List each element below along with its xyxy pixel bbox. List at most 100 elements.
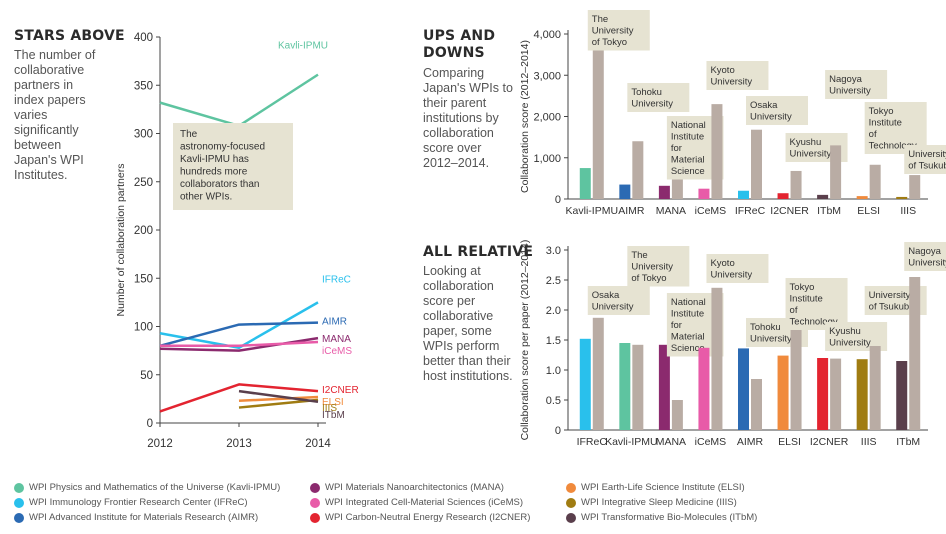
bar-host-elsi	[869, 164, 881, 199]
line-series-i2cner	[159, 383, 319, 413]
bar-chart-y-axis-label: Collaboration score per paper (2012–2014…	[519, 240, 531, 441]
legend-swatch	[14, 497, 24, 508]
bar-category-label: I2CNER	[810, 436, 849, 448]
bar-chart-y-tick-label: 3,000	[533, 70, 561, 82]
legend-swatch	[566, 497, 576, 508]
line-chart-x-tick-label: 2012	[147, 438, 173, 450]
bar-chart-y-tick-label: 0.5	[546, 395, 561, 407]
stars-above-description: The number of collaborative partners in …	[14, 48, 96, 182]
host-label-tohoku-university: Tohoku University	[750, 322, 792, 345]
legend-item-iiis: WPI Integrative Sleep Medicine (IIIS)	[566, 497, 737, 508]
bar-wpi-ifrec	[738, 190, 749, 199]
line-chart-y-tick-label: 150	[134, 273, 153, 285]
line-chart-y-tick-label: 200	[134, 225, 153, 237]
legend-label: WPI Physics and Mathematics of the Unive…	[29, 482, 281, 493]
bar-host-mana	[671, 173, 683, 199]
bar-host-aimr	[632, 141, 644, 199]
line-chart-y-tick-label: 50	[140, 370, 153, 382]
line-series-label-icems: iCeMS	[322, 346, 352, 357]
line-series-label-kavli-ipmu: Kavli-IPMU	[278, 41, 328, 52]
host-label-nagoya-university: Nagoya University	[829, 74, 871, 97]
line-chart-y-tick-label: 100	[134, 322, 153, 334]
bar-chart-y-tick-label: 3.0	[546, 245, 561, 257]
legend-item-mana: WPI Materials Nanoarchitectonics (MANA)	[310, 482, 504, 493]
bar-category-label: ITbM	[896, 436, 920, 448]
bar-wpi-mana	[658, 344, 670, 430]
line-chart-annotation-box	[173, 123, 293, 210]
line-series-label-itbm: ITbM	[322, 410, 345, 421]
bar-wpi-aimr	[738, 348, 749, 430]
bar-wpi-icems	[698, 188, 710, 199]
host-label-osaka-university: Osaka University	[750, 100, 792, 123]
ups-and-downs-description: Comparing Japan's WPIs to their parent i…	[423, 66, 513, 170]
host-label-kyoto-university: Kyoto University	[710, 65, 752, 88]
bar-wpi-aimr	[619, 184, 631, 199]
bar-wpi-itbm	[817, 194, 829, 199]
line-series-label-i2cner: I2CNER	[322, 385, 359, 396]
bar-host-itbm	[909, 277, 921, 430]
host-label-tohoku-university: Tohoku University	[631, 87, 673, 110]
legend-label: WPI Earth-Life Science Institute (ELSI)	[581, 482, 745, 493]
legend-label: WPI Carbon-Neutral Energy Research (I2CN…	[325, 512, 531, 523]
legend-swatch	[14, 482, 24, 493]
bar-category-label: iCeMS	[695, 436, 727, 448]
bar-chart-y-tick-label: 2.5	[546, 275, 561, 287]
line-series-aimr	[159, 321, 319, 348]
bar-wpi-iiis	[896, 196, 908, 199]
bar-category-label: MANA	[656, 436, 686, 448]
bar-wpi-i2cner	[817, 358, 829, 430]
bar-wpi-elsi	[856, 196, 868, 199]
line-chart-x-tick-label: 2014	[305, 438, 331, 450]
host-label-box	[587, 286, 650, 315]
host-label-osaka-university: Osaka University	[592, 290, 634, 313]
legend-swatch	[566, 482, 576, 493]
host-label-national-institute-for-material-science: National Institute for Material Science	[671, 297, 706, 354]
legend-label: WPI Transformative Bio-Molecules (ITbM)	[581, 512, 758, 523]
host-label-box	[706, 61, 769, 90]
legend-swatch	[310, 497, 320, 508]
bar-chart-y-tick-label: 0	[555, 425, 561, 437]
bar-wpi-mana	[658, 185, 670, 199]
bar-host-kavli-ipmu	[632, 344, 644, 430]
line-chart-y-tick-label: 0	[147, 418, 153, 430]
bar-wpi-iiis	[856, 359, 868, 430]
bar-category-label: iCeMS	[695, 205, 727, 217]
host-label-box	[785, 278, 848, 330]
legend-label: WPI Advanced Institute for Materials Res…	[29, 512, 259, 523]
bar-chart-y-tick-label: 0	[555, 194, 561, 206]
bar-category-label: ELSI	[778, 436, 801, 448]
bar-wpi-elsi	[777, 355, 789, 430]
line-series-label-mana: MANA	[322, 334, 351, 345]
host-label-box	[904, 145, 946, 174]
legend-swatch	[310, 512, 320, 523]
ups-and-downs-title-line2: DOWNS	[423, 45, 485, 61]
bar-host-elsi	[790, 322, 802, 430]
line-series-label-elsi: ELSI	[322, 397, 344, 408]
host-label-box	[825, 70, 888, 99]
legend-label: WPI Integrated Cell-Material Sciences (i…	[325, 497, 523, 508]
bar-category-label: AIMR	[737, 436, 764, 448]
line-series-elsi	[238, 395, 319, 403]
legend-swatch	[14, 512, 24, 523]
bar-host-i2cner	[830, 358, 842, 430]
host-label-national-institute-for-material-science: National Institute for Material Science	[671, 120, 706, 177]
host-label-box	[627, 246, 690, 287]
bar-host-aimr	[751, 379, 762, 430]
line-chart-x-tick-label: 2013	[226, 438, 252, 450]
bar-host-i2cner	[790, 170, 802, 199]
host-label-box	[746, 96, 808, 125]
legend-swatch	[566, 512, 576, 523]
line-chart-y-tick-label: 250	[134, 177, 153, 189]
bar-category-label: IFReC	[577, 436, 608, 448]
line-series-itbm	[238, 389, 319, 404]
bar-chart-y-tick-label: 1,000	[533, 153, 561, 165]
bar-host-iiis	[869, 346, 881, 430]
line-chart-y-tick-label: 400	[134, 32, 153, 44]
bar-host-iiis	[909, 175, 921, 199]
line-series-label-ifrec: IFReC	[322, 274, 351, 285]
bar-host-ifrec	[592, 317, 604, 430]
bar-wpi-ifrec	[579, 338, 591, 430]
bar-category-label: MANA	[656, 205, 686, 217]
bar-chart-y-tick-label: 1.0	[546, 365, 561, 377]
